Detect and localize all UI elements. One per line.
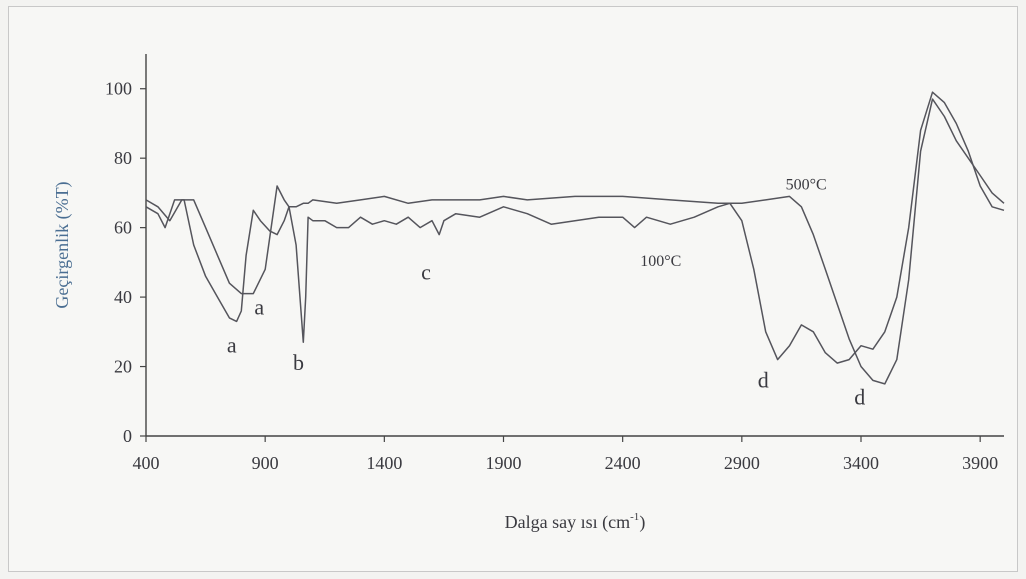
x-tick-label: 3400 [843, 453, 879, 473]
y-tick-label: 100 [105, 79, 132, 99]
peak-annotation: c [421, 260, 431, 285]
peak-annotation: d [758, 367, 769, 392]
x-axis-label-sup: -1 [630, 511, 639, 523]
annotation-layer: aa b c d d 100°C 500°C [227, 176, 865, 409]
x-tick-label: 400 [133, 453, 160, 473]
peak-annotation: a [227, 333, 237, 358]
y-axis-label: Geçirgenlik (%T) [52, 181, 73, 308]
y-tick-label: 60 [114, 218, 132, 238]
x-tick-label: 1400 [366, 453, 402, 473]
x-axis-label-end: ) [639, 512, 645, 533]
series-line-100c [145, 91, 1005, 364]
x-tick-label: 900 [252, 453, 279, 473]
peak-annotation: 100°C [640, 253, 681, 270]
y-tick-label: 40 [114, 287, 132, 307]
y-tick-label: 80 [114, 148, 132, 168]
peak-annotation: b [293, 350, 304, 375]
series-layer [145, 91, 1005, 385]
y-tick-label: 20 [114, 357, 132, 377]
peak-annotation: d [854, 385, 865, 410]
series-line-500c [145, 98, 1005, 385]
y-tick-label: 0 [123, 426, 132, 446]
x-tick-label: 3900 [962, 453, 998, 473]
x-tick-label: 2900 [724, 453, 760, 473]
x-tick-label: 1900 [486, 453, 522, 473]
axes: 0 20 40 60 80 100 400 900 1400 1900 2400 2900 3400 39… [105, 54, 1004, 473]
chart-frame [8, 6, 1018, 572]
peak-annotation: 500°C [786, 176, 827, 193]
x-tick-label: 2400 [605, 453, 641, 473]
x-axis-label-main: Dalga say ısı (cm [505, 512, 630, 533]
x-axis-label: Dalga say ısı (cm-1) [505, 511, 646, 533]
peak-annotation: a [254, 294, 264, 319]
